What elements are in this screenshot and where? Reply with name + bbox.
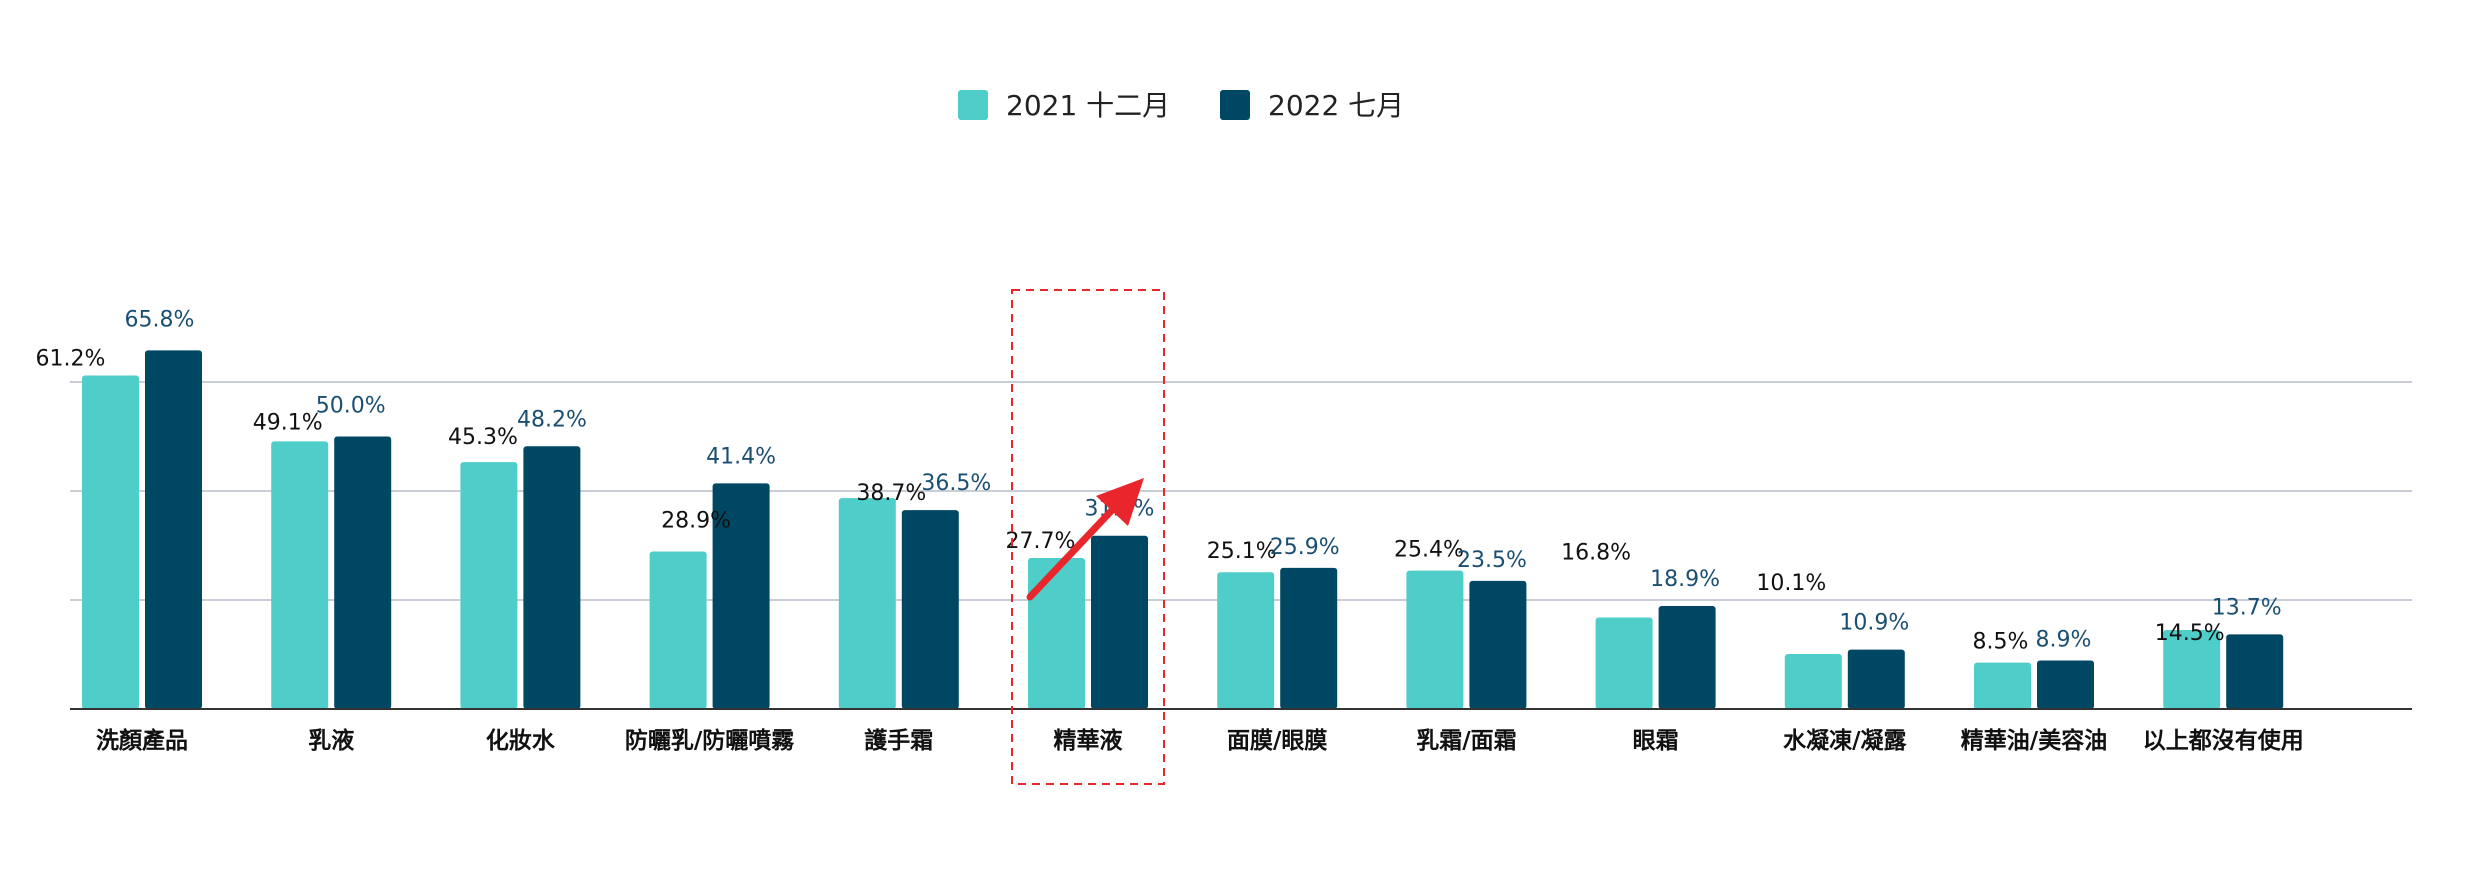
data-label-2021: 25.4% xyxy=(1394,538,1464,563)
data-label-2021: 10.1% xyxy=(1756,571,1826,596)
gridlines xyxy=(70,381,2412,601)
category-label: 乳霜/面霜 xyxy=(1416,727,1516,754)
bar-2021 xyxy=(1784,653,1842,709)
legend-swatch xyxy=(1220,90,1250,120)
category-label: 水凝凍/凝露 xyxy=(1783,727,1907,754)
bar-2022 xyxy=(1469,580,1527,709)
bar-2022 xyxy=(1280,567,1338,709)
bar-2021 xyxy=(2163,629,2221,709)
bar-2022 xyxy=(2037,660,2094,709)
legend-label: 2022 七月 xyxy=(1268,89,1404,122)
category-label: 化妝水 xyxy=(486,727,556,754)
annotations xyxy=(1011,289,1165,785)
bar-2022 xyxy=(523,446,581,709)
category-label: 精華油/美容油 xyxy=(1961,727,2107,754)
category-label: 眼霜 xyxy=(1633,728,1679,754)
data-label-2021: 38.7% xyxy=(856,481,926,506)
legend-swatch xyxy=(958,90,988,120)
data-label-2021: 28.9% xyxy=(661,508,731,533)
data-label-2022: 25.9% xyxy=(1270,535,1340,560)
bar-2021 xyxy=(1028,558,1085,709)
category-label: 護手霜 xyxy=(864,727,933,754)
bar-2021 xyxy=(1974,662,2031,709)
data-label-2022: 41.4% xyxy=(706,444,776,469)
bar-2021 xyxy=(1595,617,1653,709)
highlight-arrow-icon xyxy=(1096,478,1144,526)
category-labels: 洗顏產品 乳液 化妝水 防曬乳/防曬噴霧 護手霜 精華液 面膜/眼膜 乳霜/面霜 眼霜 水凝凍/凝… xyxy=(96,727,2304,754)
bar-2022 xyxy=(1658,605,1716,709)
data-labels: 61.2% 65.8% 49.1%50.0% 45.3%48.2% 28.9% 41.4%… xyxy=(36,307,2282,654)
highlight-arrow-shaft xyxy=(1026,504,1118,601)
bar-2022 xyxy=(145,350,202,709)
data-label-2021: 49.1% xyxy=(253,410,323,435)
bar-2021 xyxy=(460,462,518,709)
data-label-2022: 13.7% xyxy=(2212,595,2282,620)
data-label-2022: 18.9% xyxy=(1650,567,1720,592)
bar-2021 xyxy=(271,441,329,709)
data-label-2021: 14.5% xyxy=(2155,621,2225,646)
bar-2022 xyxy=(334,436,392,709)
highlight-dashed-box xyxy=(1011,289,1165,785)
bar-2021 xyxy=(649,551,707,709)
data-label-2022: 23.5% xyxy=(1457,548,1527,573)
bars xyxy=(82,350,2284,709)
data-label-2021: 25.1% xyxy=(1207,539,1277,564)
category-label: 防曬乳/防曬噴霧 xyxy=(625,727,795,754)
data-label-2022: 8.9% xyxy=(2036,627,2092,652)
data-label-2021: 8.5% xyxy=(1973,630,2029,655)
bar-2021 xyxy=(838,498,896,709)
data-label-2022: 50.0% xyxy=(316,394,386,419)
bar-2021 xyxy=(82,375,139,709)
bar-2022 xyxy=(2226,634,2284,709)
category-label: 面膜/眼膜 xyxy=(1227,728,1327,754)
category-label: 乳液 xyxy=(308,727,354,754)
category-label: 洗顏產品 xyxy=(96,727,188,754)
bar-2022 xyxy=(712,483,770,709)
data-label-2021: 27.7% xyxy=(1006,529,1076,554)
bar-2022 xyxy=(1847,649,1905,709)
bar-2021 xyxy=(1217,572,1275,709)
data-label-2022: 36.5% xyxy=(921,471,991,496)
data-label-2021: 45.3% xyxy=(448,425,518,450)
bar-2021 xyxy=(1406,570,1464,709)
bar-2022 xyxy=(1091,535,1148,709)
data-label-2022: 10.9% xyxy=(1839,611,1909,636)
legend: 2021 十二月 2022 七月 xyxy=(958,89,1404,122)
category-label: 以上都沒有使用 xyxy=(2143,727,2304,754)
legend-label: 2021 十二月 xyxy=(1006,89,1170,122)
data-label-2022: 48.2% xyxy=(517,407,587,432)
data-label-2022: 65.8% xyxy=(125,307,195,332)
data-label-2021: 61.2% xyxy=(36,346,106,371)
data-label-2021: 16.8% xyxy=(1561,540,1631,565)
bar-2022 xyxy=(901,510,959,709)
category-label: 精華液 xyxy=(1054,727,1123,754)
